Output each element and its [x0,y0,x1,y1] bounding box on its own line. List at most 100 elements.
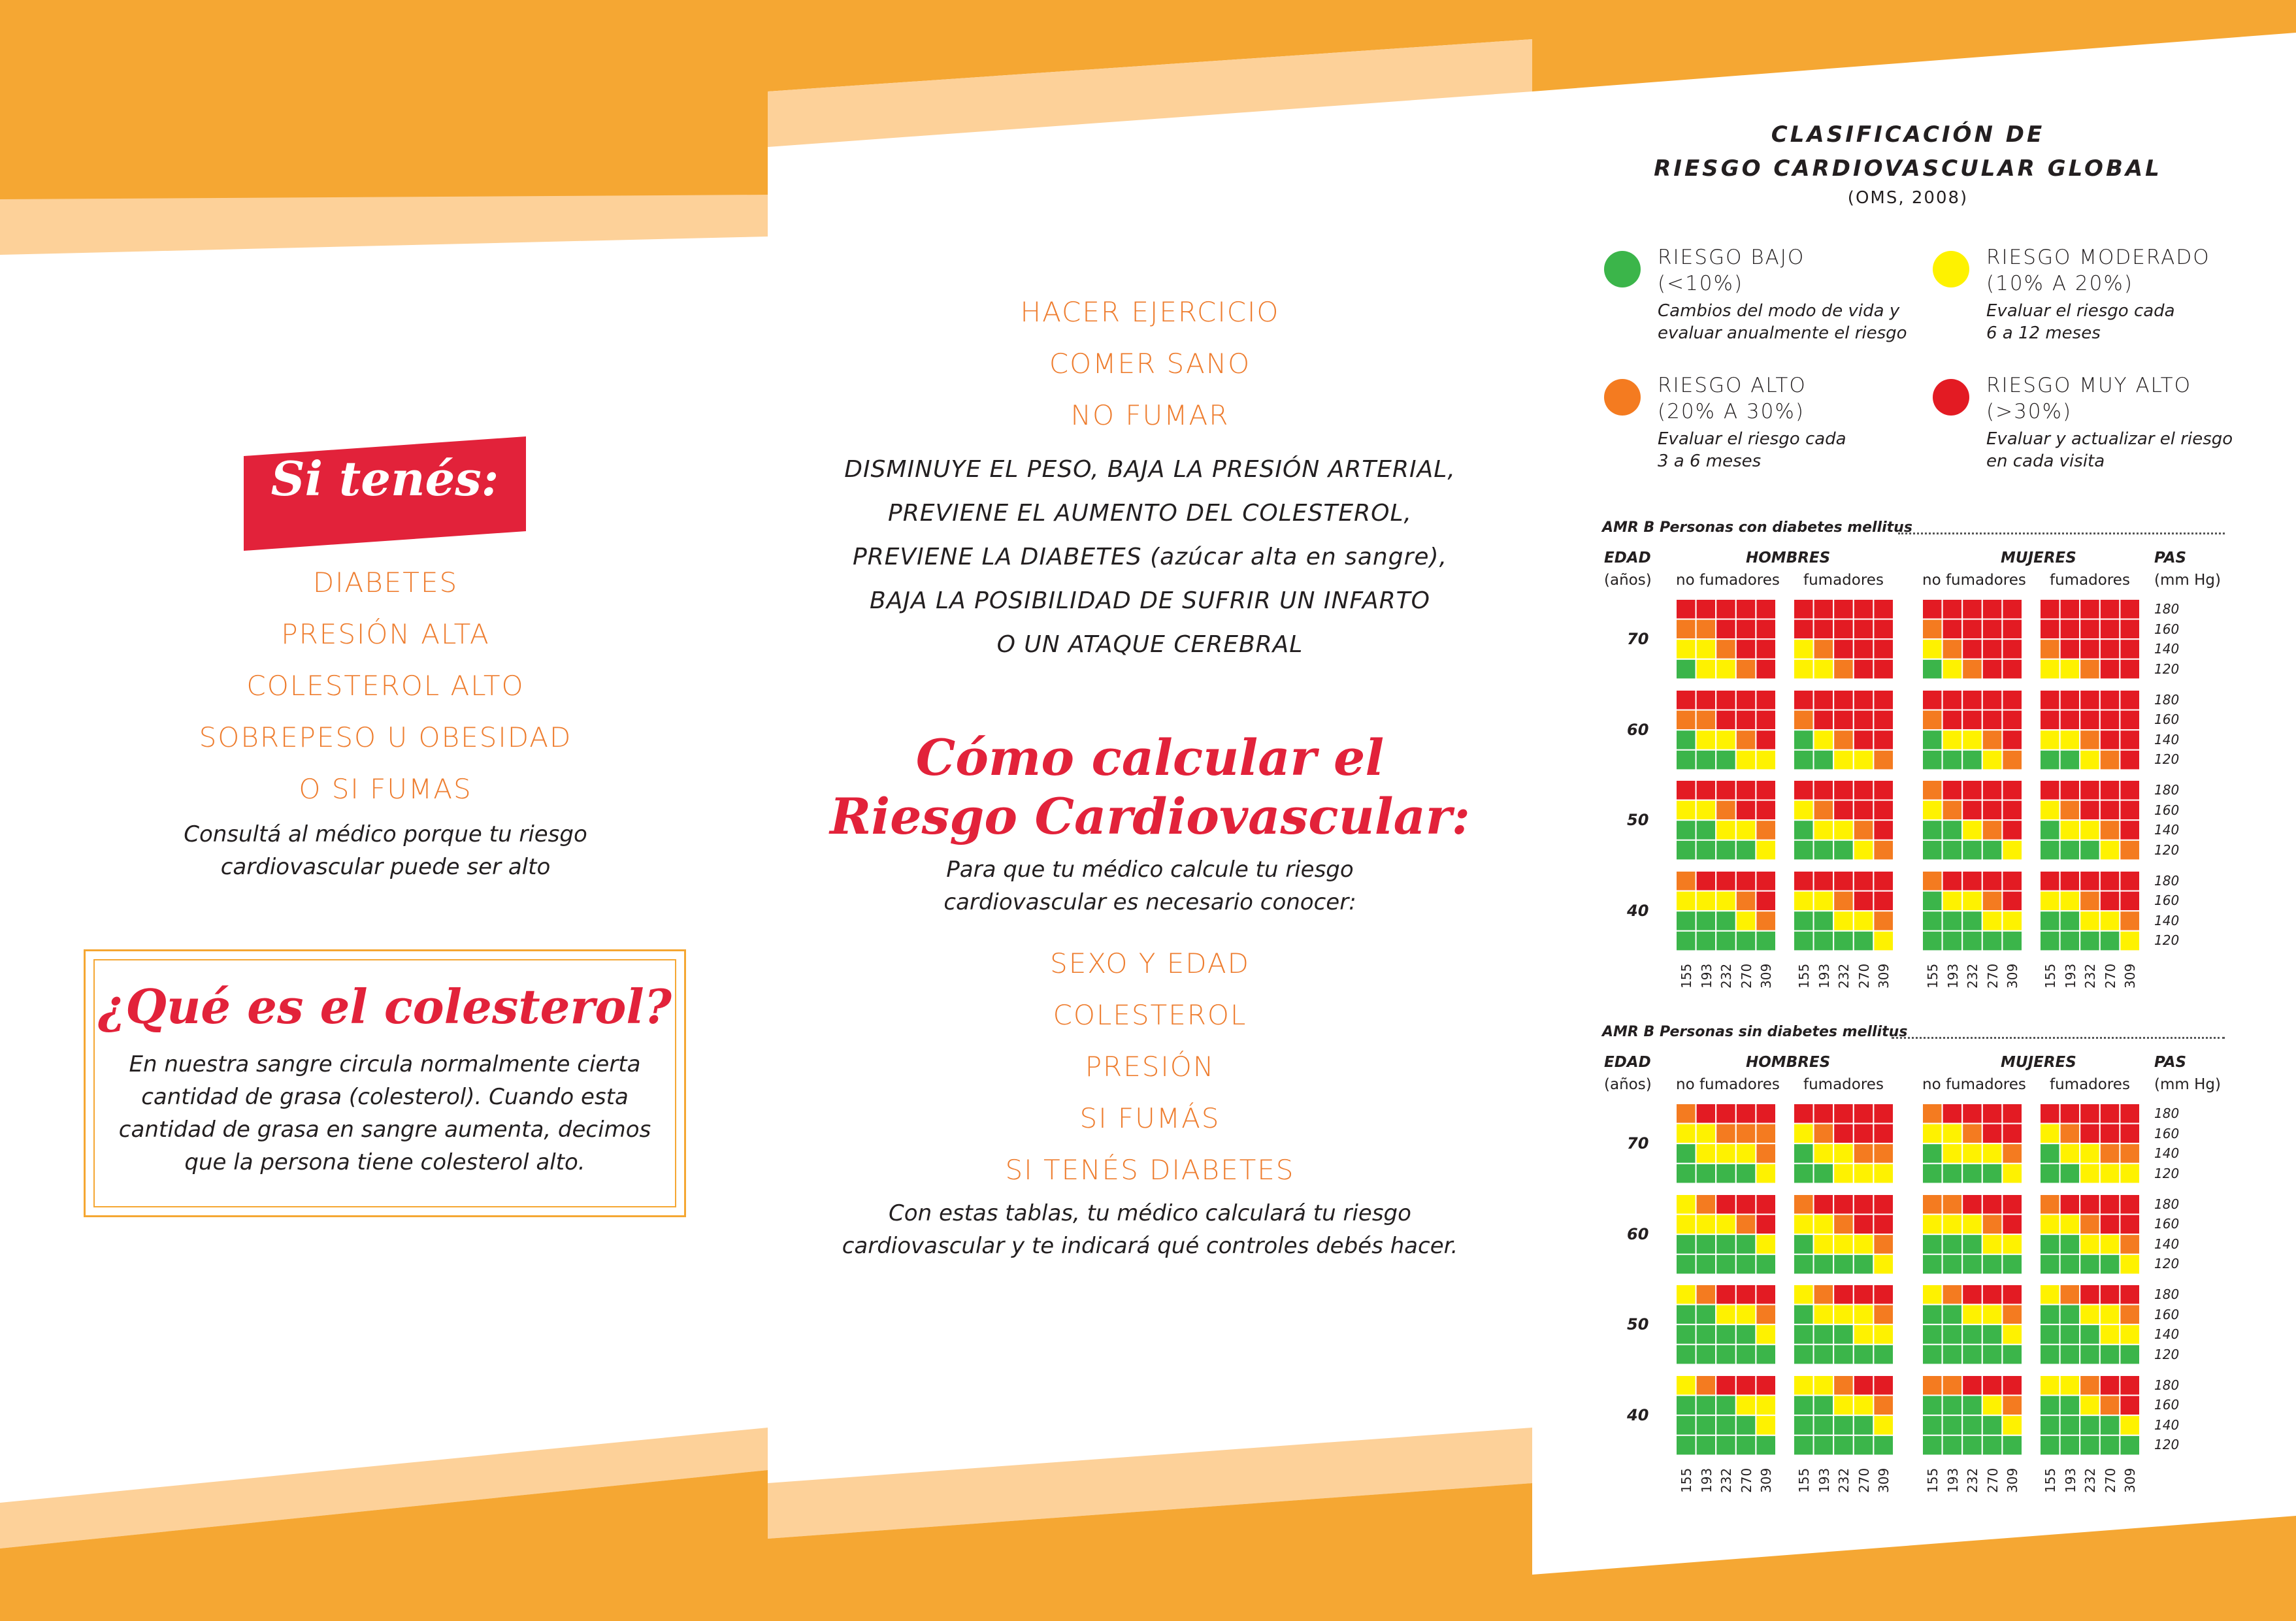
risk-cell [2119,1233,2141,1255]
risk-cell [1793,1303,1814,1326]
risk-cell [2059,890,2081,911]
risk-cell [2119,1434,2141,1456]
risk-cell [2059,1213,2081,1235]
risk-cell [1981,1303,2003,1326]
risk-cell [1715,1303,1737,1326]
risk-cell [1833,598,1854,620]
risk-cell [1755,709,1777,730]
risk-grid [2039,870,2141,951]
risk-cell [2099,819,2121,841]
risk-cell [2119,709,2141,730]
risk-cell [1852,1394,1875,1416]
risk-cell [2001,1213,2024,1235]
risk-cell [2079,1394,2101,1416]
risk-cell [1922,870,1943,892]
risk-cell [1755,689,1777,711]
risk-cell [2001,658,2024,680]
risk-cell [2079,1103,2101,1124]
risk-cell [2039,1162,2061,1185]
risk-cell [1941,839,1963,861]
condition-item: DIABETES [312,566,459,598]
risk-cell [1755,1193,1777,1215]
risk-cell [2001,598,2024,620]
risk-cell [1735,598,1757,620]
risk-cell [1755,618,1777,640]
risk-cell [1715,689,1737,711]
risk-cell [1833,779,1854,801]
risk-cell [2079,1414,2101,1436]
mmhg-header: (mm Hg) [2154,572,2221,589]
pas-value: 160 [2154,1125,2180,1141]
cholesterol-tick: 193 [1698,1467,1714,1493]
risk-cell [1833,1122,1854,1145]
risk-cell [1961,1284,1983,1305]
risk-cell [2059,658,2081,680]
risk-cell [2119,689,2141,711]
risk-cell [1873,1434,1895,1456]
risk-cell [1735,1414,1757,1436]
risk-cell [2001,638,2024,660]
calc-subtitle-line: Para que tu médico calcule tu riesgo [946,857,1354,883]
risk-cell [1735,799,1757,821]
risk-cell [2079,618,2101,640]
risk-cell [1873,1343,1895,1366]
risk-cell [2079,729,2101,751]
risk-cell [1675,1434,1697,1456]
risk-cell [2119,598,2141,620]
risk-cell [1735,618,1757,640]
condition-item: SOBREPESO U OBESIDAD [199,721,572,753]
cholesterol-tick: 193 [1816,963,1832,989]
risk-cell [1812,729,1835,751]
risk-cell [1873,1143,1895,1164]
risk-cell [1793,1394,1814,1416]
risk-cell [2099,1253,2121,1275]
risk-cell [2039,1394,2061,1416]
risk-grid [1675,1193,1777,1275]
legend-dot [1933,379,1969,416]
pas-value: 140 [2154,912,2180,928]
risk-grid [1922,598,2024,680]
risk-cell [1675,1253,1697,1275]
risk-cell [2001,689,2024,711]
risk-cell [2119,1143,2141,1164]
edad-header: EDAD [1604,549,1651,566]
pas-value: 160 [2154,1397,2180,1413]
risk-cell [1922,799,1943,821]
risk-cell [2059,729,2081,751]
risk-cell [1961,638,1983,660]
risk-cell [1793,1213,1814,1235]
risk-cell [1695,598,1717,620]
risk-cell [1873,618,1895,640]
risk-cell [1715,1103,1737,1124]
pas-value: 140 [2154,1145,2180,1162]
risk-cell [1793,658,1814,680]
risk-cell [1675,1343,1697,1366]
pas-value: 180 [2154,1377,2180,1393]
risk-cell [1695,1434,1717,1456]
risk-cell [1981,930,2003,951]
risk-cell [1873,709,1895,730]
risk-cell [1715,1213,1737,1235]
risk-cell [1941,930,1963,951]
risk-cell [2079,1213,2101,1235]
risk-cell [1735,909,1757,932]
risk-grid [1675,870,1777,951]
risk-cell [1833,1193,1854,1215]
risk-cell [2119,890,2141,911]
risk-cell [1981,819,2003,841]
risk-cell [2001,819,2024,841]
risk-cell [1852,749,1875,770]
hombres-header: HOMBRES [1746,1054,1831,1071]
no-fumadores-header: no fumadores [1676,1076,1780,1093]
risk-cell [1695,1233,1717,1255]
risk-cell [1755,819,1777,841]
risk-cell [1922,1162,1943,1185]
calc-subtitle: Para que tu médico calcule tu riesgo car… [804,853,1496,919]
risk-cell [1873,1414,1895,1436]
risk-cell [2039,1324,2061,1345]
risk-cell [1735,930,1757,951]
risk-cell [1961,870,1983,892]
habits-list: HACER EJERCICIO COMER SANO NO FUMAR [849,286,1451,441]
risk-cell [1941,870,1963,892]
risk-cell [1961,1213,1983,1235]
